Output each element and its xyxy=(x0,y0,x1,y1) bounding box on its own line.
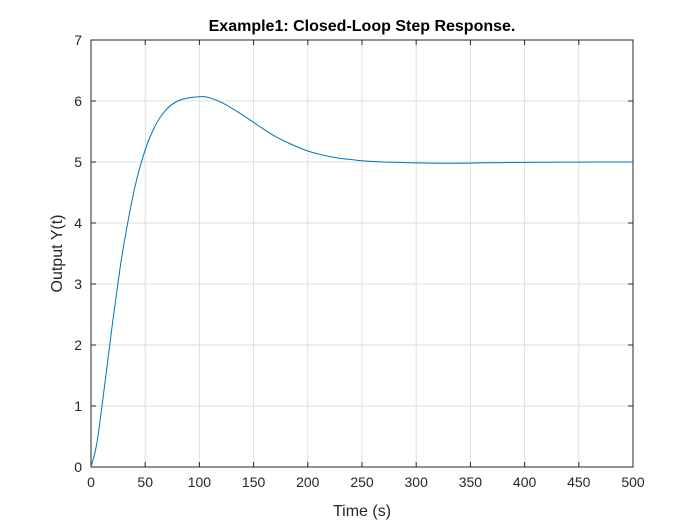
series-line xyxy=(90,96,634,468)
y-tick-label: 7 xyxy=(74,32,82,48)
x-tick-label: 150 xyxy=(242,474,266,490)
x-tick-label: 0 xyxy=(87,474,95,490)
x-tick-label: 500 xyxy=(621,474,645,490)
x-axis-label: Time (s) xyxy=(333,503,391,520)
y-tick-label: 0 xyxy=(74,459,82,475)
x-tick-label: 250 xyxy=(350,474,374,490)
x-tick-label: 450 xyxy=(567,474,591,490)
y-tick-label: 2 xyxy=(74,337,82,353)
y-tick-label: 4 xyxy=(74,215,82,231)
y-tick-label: 3 xyxy=(74,276,82,292)
x-tick-label: 50 xyxy=(137,474,153,490)
x-tick-label: 100 xyxy=(188,474,212,490)
x-tick-label: 350 xyxy=(459,474,483,490)
x-tick-label: 200 xyxy=(296,474,320,490)
y-tick-label: 5 xyxy=(74,154,82,170)
x-tick-label: 300 xyxy=(405,474,429,490)
chart-title: Example1: Closed-Loop Step Response. xyxy=(209,18,516,35)
x-tick-label: 400 xyxy=(513,474,537,490)
y-tick-label: 6 xyxy=(74,93,82,109)
y-tick-label: 1 xyxy=(74,398,82,414)
ticks: 0 50 100 150 200 250 300 350 400 450 500 0 1 2 3 4 5 6 7 xyxy=(74,32,645,490)
y-axis-label: Output Y(t) xyxy=(49,215,66,293)
